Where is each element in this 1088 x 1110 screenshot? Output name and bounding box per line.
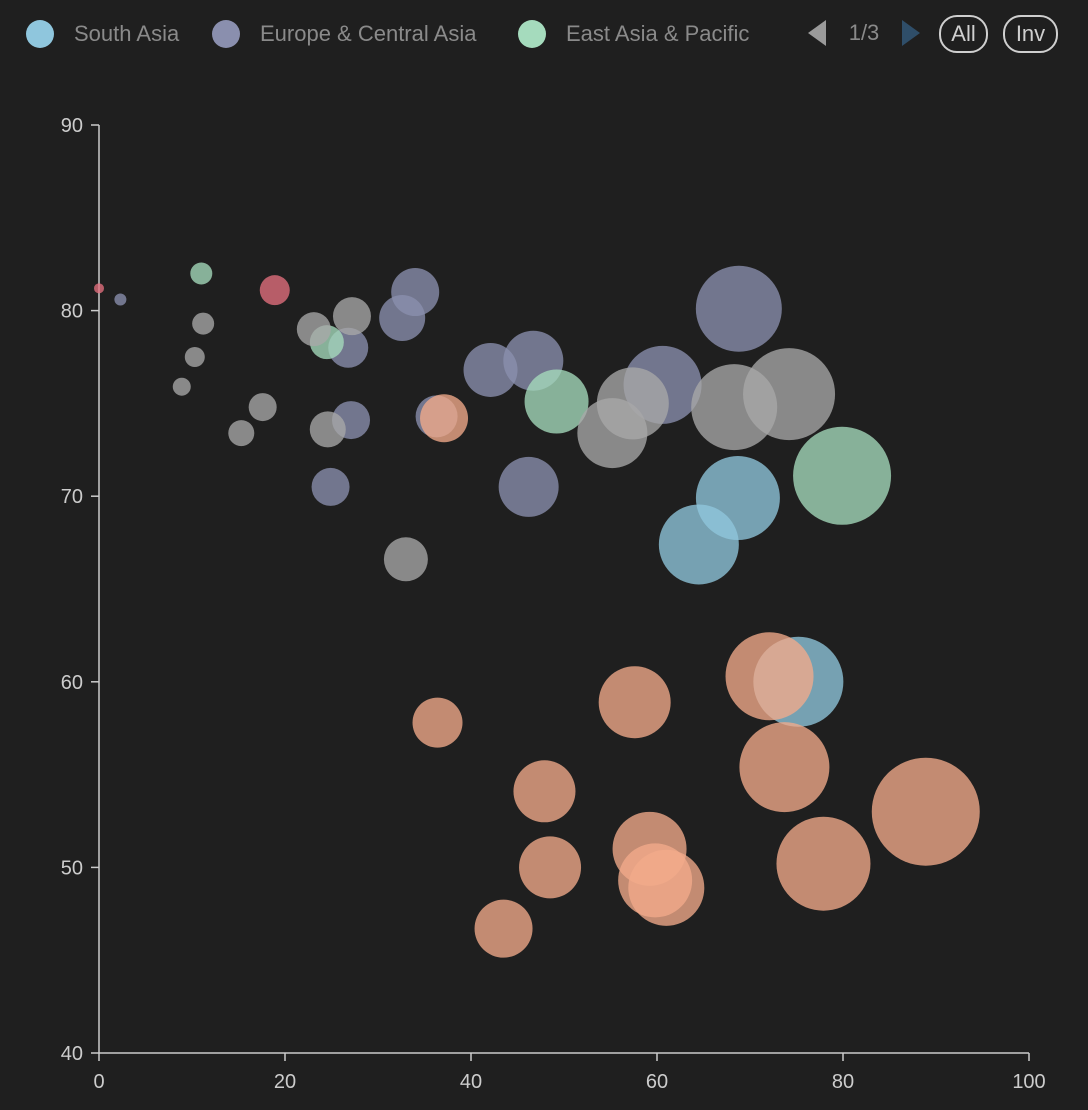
bubble-point: [598, 666, 671, 739]
y-tick-label: 90: [61, 115, 83, 137]
y-tick-label: 50: [61, 857, 83, 879]
legend: South Asia Europe & Central Asia East As…: [0, 0, 1088, 66]
bubble-point: [412, 697, 463, 748]
bubble-point: [192, 312, 215, 335]
x-tick-label: 20: [274, 1071, 296, 1093]
y-tick-label: 40: [61, 1043, 83, 1065]
y-tick-label: 60: [61, 672, 83, 694]
legend-label: South Asia: [74, 21, 180, 46]
bubble-point: [296, 312, 331, 347]
bubble-point: [618, 843, 693, 918]
legend-item-europe-central-asia[interactable]: Europe & Central Asia: [212, 16, 476, 52]
x-tick-label: 40: [460, 1071, 482, 1093]
bubble-point: [190, 262, 213, 285]
legend-swatch: [518, 20, 546, 48]
bubble-point: [383, 537, 428, 582]
bubble-point: [725, 632, 814, 721]
bubble-point: [776, 816, 871, 911]
legend-label: East Asia & Pacific: [566, 21, 750, 46]
bubble-point: [172, 377, 191, 396]
legend-swatch: [26, 20, 54, 48]
x-tick-label: 100: [1012, 1071, 1045, 1093]
page-indicator: 1/3: [848, 20, 880, 45]
bubble-point: [793, 426, 892, 525]
bubble-point: [114, 293, 127, 306]
legend-item-south-asia[interactable]: South Asia: [26, 16, 179, 52]
bubble-point: [524, 369, 589, 434]
bubble-point: [248, 393, 277, 422]
bubble-point: [519, 836, 582, 899]
bubble-point: [391, 268, 440, 317]
bubble-point: [228, 420, 255, 447]
bubble-point: [332, 297, 371, 336]
bubble-point: [259, 275, 290, 306]
bubble-point: [739, 722, 830, 813]
y-tick-label: 80: [61, 301, 83, 323]
bubble-point: [695, 456, 780, 541]
x-tick-label: 60: [646, 1071, 668, 1093]
bubble-point: [498, 456, 559, 517]
x-tick-label: 0: [93, 1071, 104, 1093]
legend-item-east-asia-pacific[interactable]: East Asia & Pacific: [518, 16, 749, 52]
bubble-point: [596, 367, 669, 440]
bubble-point: [743, 348, 836, 441]
bubble-point: [474, 899, 533, 958]
bubble-point: [695, 265, 782, 352]
legend-swatch: [212, 20, 240, 48]
invert-selection-button[interactable]: Inv: [1003, 15, 1058, 53]
bubble-point: [184, 347, 205, 367]
legend-label: Europe & Central Asia: [260, 21, 477, 46]
y-tick-label: 70: [61, 486, 83, 508]
bubble-point: [309, 411, 346, 448]
bubble-point: [311, 467, 350, 506]
bubble-point: [420, 394, 469, 443]
select-all-button[interactable]: All: [939, 15, 988, 53]
bubble-point: [513, 760, 576, 823]
previous-page-icon[interactable]: [808, 20, 826, 46]
bubble-point: [871, 757, 980, 866]
next-page-icon[interactable]: [902, 20, 920, 46]
x-tick-label: 80: [832, 1071, 854, 1093]
bubble-point: [94, 283, 104, 294]
